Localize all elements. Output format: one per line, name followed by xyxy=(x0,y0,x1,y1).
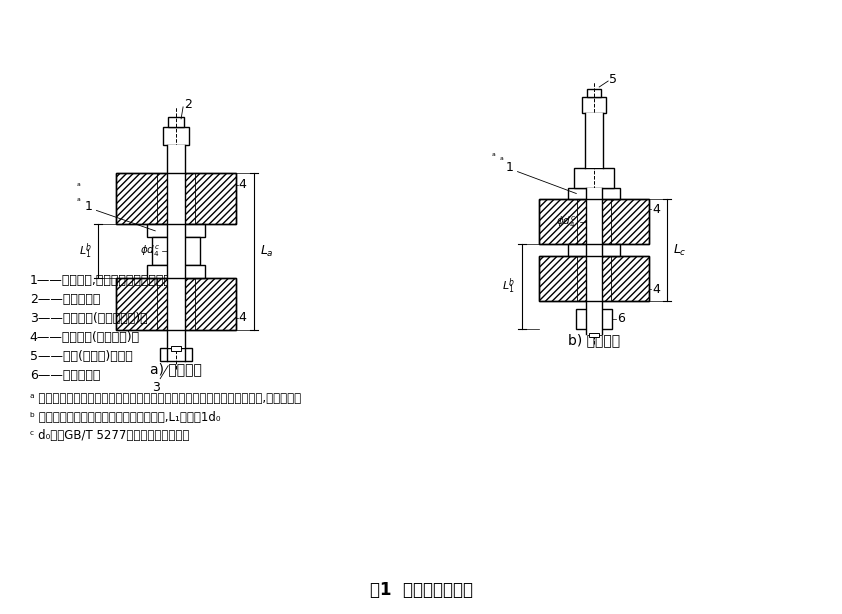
Text: ᵃ 应采用适当的方法固定试验垫片或试验垫圈和螺栓头部或螺母以防止转动,并应对中。: ᵃ 应采用适当的方法固定试验垫片或试验垫圈和螺栓头部或螺母以防止转动,并应对中。 xyxy=(29,392,301,405)
Bar xyxy=(589,333,600,337)
Text: 1: 1 xyxy=(506,161,514,174)
Bar xyxy=(586,187,602,334)
Text: $\phi d_4^c$: $\phi d_4^c$ xyxy=(141,244,160,259)
Text: 图1  夹具和试件装夹: 图1 夹具和试件装夹 xyxy=(370,581,472,599)
Bar xyxy=(586,200,602,244)
Text: a) 螺母试件: a) 螺母试件 xyxy=(150,362,202,376)
Bar xyxy=(587,89,601,97)
Text: $L_1^b$: $L_1^b$ xyxy=(79,241,93,261)
Text: ᵃ: ᵃ xyxy=(492,152,495,161)
Bar xyxy=(152,238,200,265)
Bar xyxy=(540,200,649,244)
Text: ᵃ: ᵃ xyxy=(499,156,504,166)
Bar xyxy=(568,244,620,256)
Text: b) 螺栓试件: b) 螺栓试件 xyxy=(568,333,621,347)
Bar xyxy=(147,265,205,278)
Bar xyxy=(116,278,236,330)
Text: 6——试验螺母。: 6——试验螺母。 xyxy=(29,369,100,382)
Text: 2: 2 xyxy=(184,98,192,111)
Bar xyxy=(568,187,620,200)
Text: ᵃ: ᵃ xyxy=(77,198,81,208)
Bar xyxy=(540,200,649,244)
Text: 1——试验垫片,试验垫圈或者专用垫圈；: 1——试验垫片,试验垫圈或者专用垫圈； xyxy=(29,274,179,287)
Text: ᵇ 在达到屈服夹紧力或极限夹紧力的情况下,L₁至少为1d₀: ᵇ 在达到屈服夹紧力或极限夹紧力的情况下,L₁至少为1d₀ xyxy=(29,411,221,424)
Bar xyxy=(168,173,185,224)
Bar xyxy=(574,168,614,187)
Text: 2——螺母试件；: 2——螺母试件； xyxy=(29,293,100,306)
Text: 3——试验螺栓(或试验螺钉)；: 3——试验螺栓(或试验螺钉)； xyxy=(29,312,147,325)
Text: 4: 4 xyxy=(239,311,247,324)
Text: 5: 5 xyxy=(609,72,617,85)
Text: 3: 3 xyxy=(152,381,160,394)
Bar xyxy=(116,173,236,224)
Bar xyxy=(160,348,192,361)
Bar xyxy=(168,278,185,330)
Bar xyxy=(586,256,602,301)
Text: 6: 6 xyxy=(617,313,625,325)
Bar xyxy=(171,346,181,351)
Bar xyxy=(540,256,649,301)
Bar xyxy=(116,173,236,224)
Bar xyxy=(583,97,606,113)
Bar xyxy=(540,256,649,301)
Text: 1: 1 xyxy=(84,200,93,213)
Bar xyxy=(168,145,185,348)
Text: $L_a$: $L_a$ xyxy=(259,244,274,259)
Text: 4: 4 xyxy=(652,203,660,216)
Bar xyxy=(576,309,612,329)
Bar xyxy=(585,113,603,168)
Text: 4——试验装置(夹紧元件)；: 4——试验装置(夹紧元件)； xyxy=(29,331,140,344)
Text: $L_1^b$: $L_1^b$ xyxy=(502,277,515,297)
Bar xyxy=(116,278,236,330)
Bar xyxy=(168,117,184,127)
Bar xyxy=(147,224,205,238)
Text: 4: 4 xyxy=(652,282,660,295)
Text: ᶜ d₀符合GB/T 5277精装配系列的规定。: ᶜ d₀符合GB/T 5277精装配系列的规定。 xyxy=(29,429,189,443)
Bar xyxy=(163,127,189,145)
Text: 4: 4 xyxy=(239,178,247,191)
Text: $\phi d_4^c$: $\phi d_4^c$ xyxy=(557,214,577,230)
Text: $L_c$: $L_c$ xyxy=(673,243,686,258)
Text: 5——螺栓(或螺钉)试件；: 5——螺栓(或螺钉)试件； xyxy=(29,350,132,363)
Text: ᵃ: ᵃ xyxy=(77,182,80,192)
